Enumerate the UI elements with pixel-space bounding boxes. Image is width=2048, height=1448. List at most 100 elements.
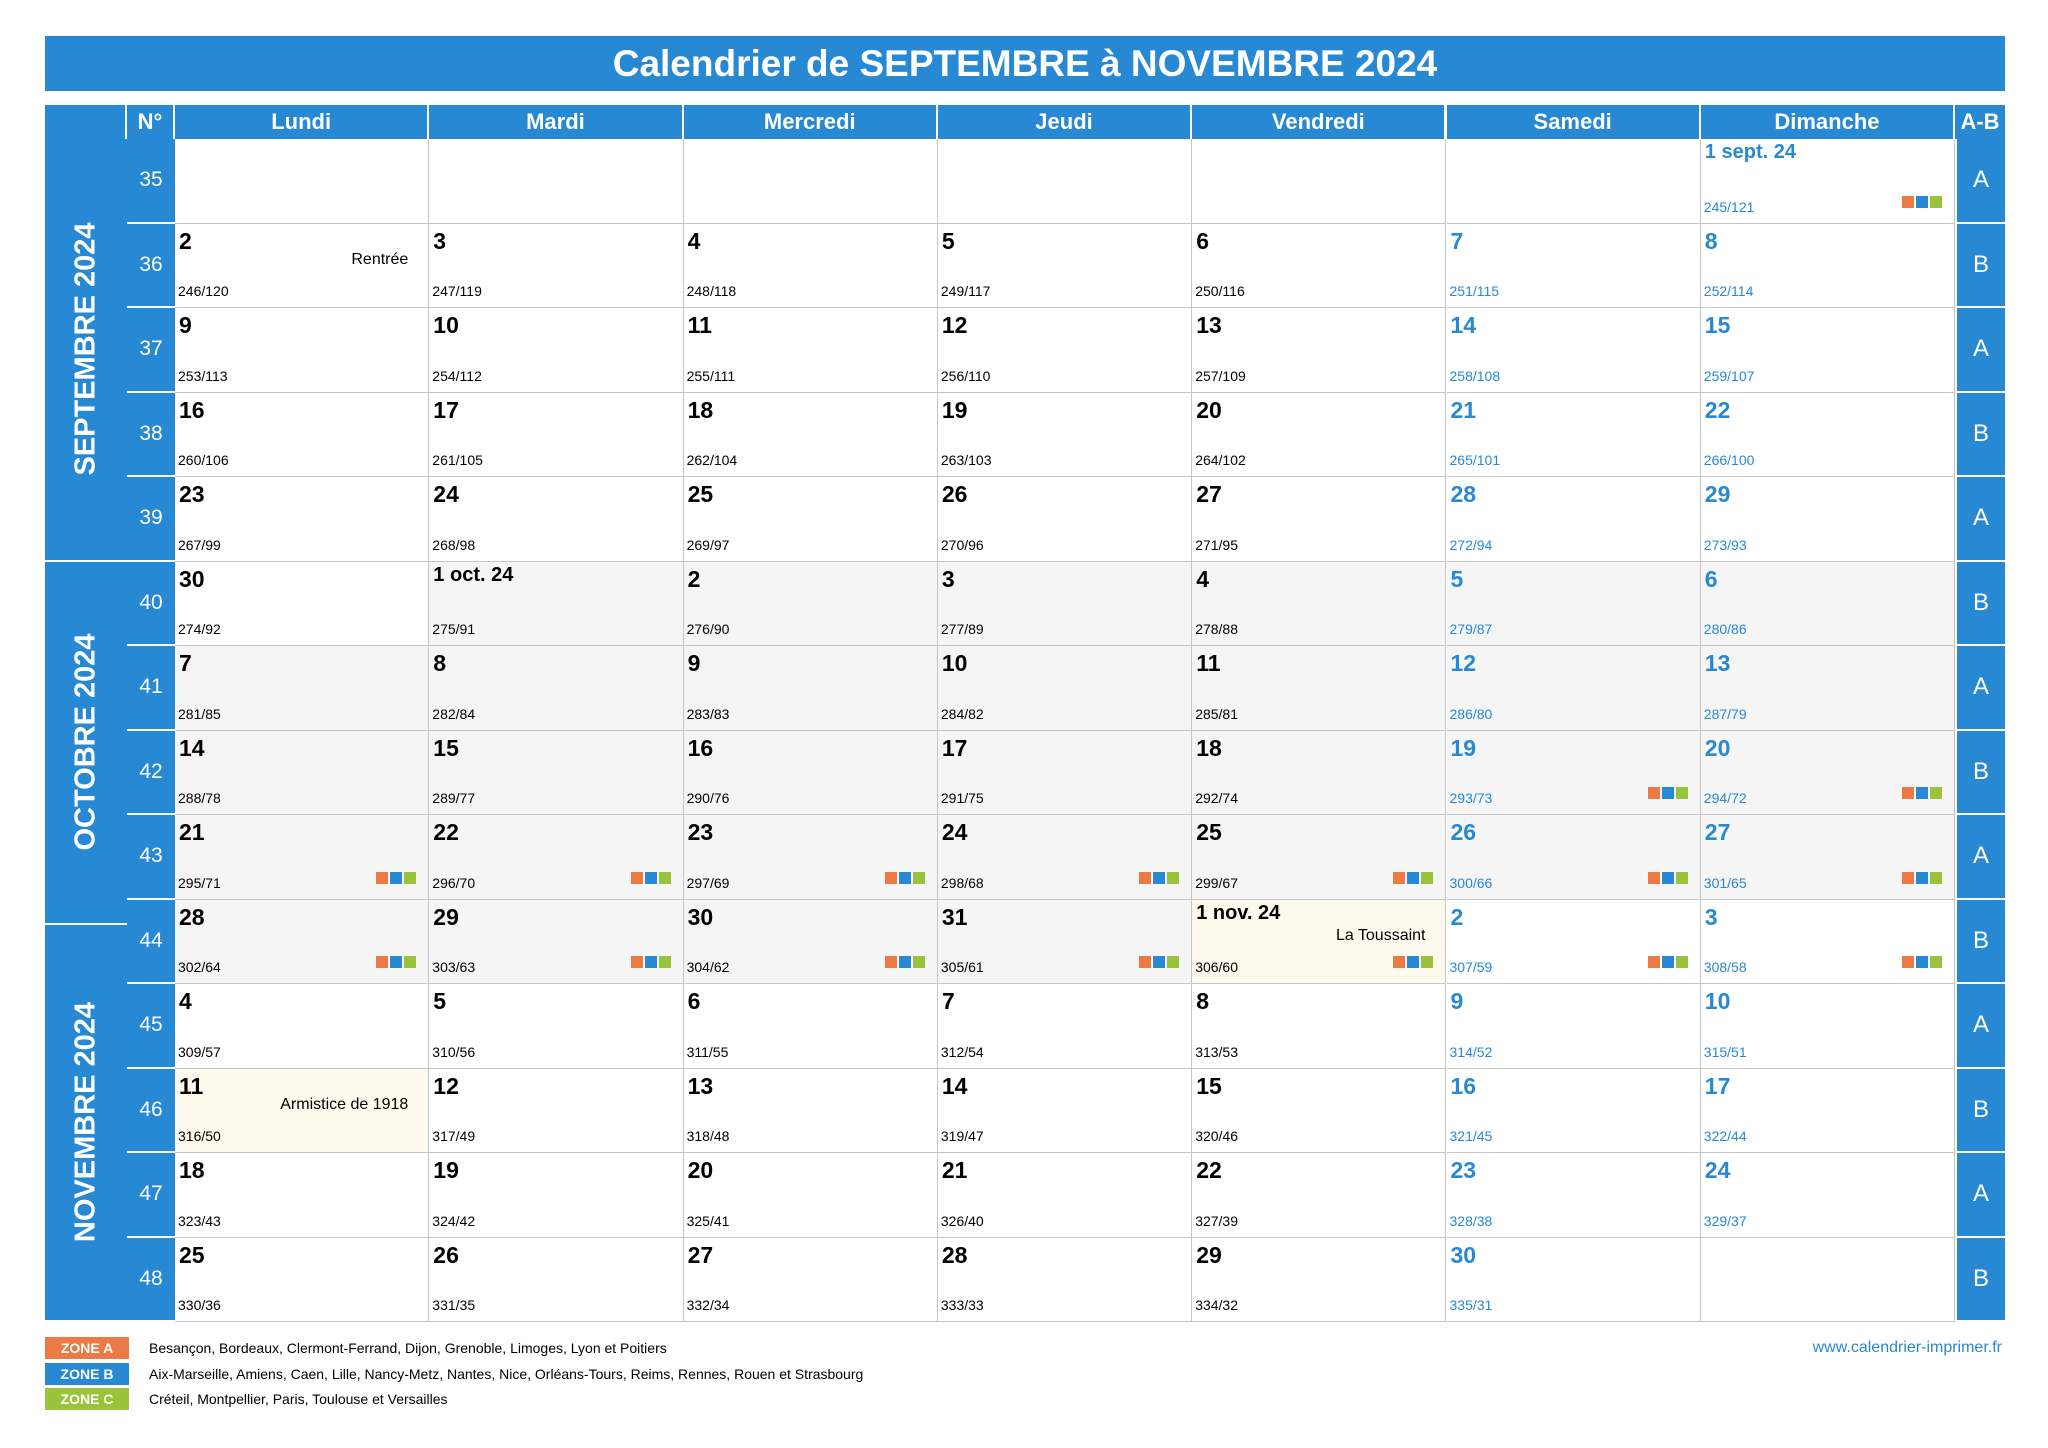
day-cell[interactable]	[175, 139, 430, 224]
day-cell[interactable]: 20 325/41	[683, 1153, 938, 1238]
day-cell[interactable]: 8 282/84	[429, 646, 684, 731]
day-cell[interactable]: 27 332/34	[683, 1237, 938, 1322]
day-cell[interactable]: 7 312/54	[937, 984, 1193, 1069]
day-cell[interactable]: 26 270/96	[937, 477, 1193, 562]
day-cell[interactable]: 17 322/44	[1700, 1068, 1956, 1153]
day-cell[interactable]: 5 310/56	[429, 984, 684, 1069]
day-cell[interactable]: 25 299/67	[1192, 815, 1447, 900]
day-cell[interactable]	[1446, 139, 1701, 224]
day-cell[interactable]: 21 326/40	[937, 1153, 1193, 1238]
day-cell[interactable]: 12 317/49	[429, 1068, 684, 1153]
day-cell[interactable]: 6 311/55	[683, 984, 938, 1069]
day-cell[interactable]: 5 249/117	[937, 223, 1193, 308]
day-cell[interactable]: 5 279/87	[1446, 561, 1701, 646]
day-cell[interactable]: 17 291/75	[937, 730, 1193, 815]
day-cell[interactable]: 4 278/88	[1192, 561, 1447, 646]
day-cell[interactable]: 1 nov. 24 306/60 La Toussaint	[1192, 899, 1447, 984]
day-cell[interactable]: 28 333/33	[937, 1237, 1193, 1322]
day-cell[interactable]: 31 305/61	[937, 899, 1193, 984]
day-cell[interactable]: 15 320/46	[1192, 1068, 1447, 1153]
day-cell[interactable]: 14 258/108	[1446, 308, 1701, 393]
day-cell[interactable]: 3 308/58	[1700, 899, 1956, 984]
day-cell[interactable]: 21 295/71	[175, 815, 430, 900]
day-cell[interactable]: 1 sept. 24 245/121	[1700, 139, 1956, 224]
day-cell[interactable]: 3 247/119	[429, 223, 684, 308]
day-cell[interactable]: 4 309/57	[175, 984, 430, 1069]
day-cell[interactable]: 16 290/76	[683, 730, 938, 815]
day-cell[interactable]: 9 253/113	[175, 308, 430, 393]
day-cell[interactable]	[1192, 139, 1447, 224]
day-cell[interactable]: 10 284/82	[937, 646, 1193, 731]
day-cell[interactable]: 20 264/102	[1192, 392, 1447, 477]
day-cell[interactable]	[1700, 1237, 1956, 1322]
day-cell[interactable]: 26 331/35	[429, 1237, 684, 1322]
day-cell[interactable]: 11 285/81	[1192, 646, 1447, 731]
day-cell[interactable]: 29 303/63	[429, 899, 684, 984]
day-cell[interactable]: 27 271/95	[1192, 477, 1447, 562]
day-cell[interactable]: 7 251/115	[1446, 223, 1701, 308]
day-cell[interactable]	[429, 139, 684, 224]
day-cell[interactable]: 30 335/31	[1446, 1237, 1701, 1322]
day-cell[interactable]: 25 269/97	[683, 477, 938, 562]
day-cell[interactable]: 20 294/72	[1700, 730, 1956, 815]
day-cell[interactable]: 25 330/36	[175, 1237, 430, 1322]
day-cell[interactable]: 21 265/101	[1446, 392, 1701, 477]
day-cell[interactable]: 2 276/90	[683, 561, 938, 646]
day-cell[interactable]: 10 254/112	[429, 308, 684, 393]
day-cell[interactable]: 27 301/65	[1700, 815, 1956, 900]
day-cell[interactable]: 8 252/114	[1700, 223, 1956, 308]
day-number: 20	[1704, 734, 1731, 761]
day-cell[interactable]: 8 313/53	[1192, 984, 1447, 1069]
day-cell[interactable]: 29 334/32	[1192, 1237, 1447, 1322]
day-cell[interactable]	[937, 139, 1193, 224]
day-cell[interactable]: 23 328/38	[1446, 1153, 1701, 1238]
day-cell[interactable]: 2 307/59	[1446, 899, 1701, 984]
day-cell[interactable]: 19 293/73	[1446, 730, 1701, 815]
day-cell[interactable]	[683, 139, 938, 224]
day-cell[interactable]: 19 324/42	[429, 1153, 684, 1238]
day-cell[interactable]: 30 304/62	[683, 899, 938, 984]
day-cell[interactable]: 6 250/116	[1192, 223, 1447, 308]
day-cell[interactable]: 9 314/52	[1446, 984, 1701, 1069]
day-cell[interactable]: 11 255/111	[683, 308, 938, 393]
day-cell[interactable]: 18 262/104	[683, 392, 938, 477]
day-cell[interactable]: 26 300/66	[1446, 815, 1701, 900]
website-link[interactable]: www.calendrier-imprimer.fr	[1812, 1339, 2002, 1356]
day-cell[interactable]: 12 286/80	[1446, 646, 1701, 731]
day-cell[interactable]: 6 280/86	[1700, 561, 1956, 646]
day-cell[interactable]: 9 283/83	[683, 646, 938, 731]
day-cell[interactable]: 18 323/43	[175, 1153, 430, 1238]
day-cell[interactable]: 12 256/110	[937, 308, 1193, 393]
day-cell[interactable]: 15 289/77	[429, 730, 684, 815]
day-cell[interactable]: 1 oct. 24 275/91	[429, 561, 684, 646]
day-cell[interactable]: 18 292/74	[1192, 730, 1447, 815]
day-cell[interactable]: 2 246/120 Rentrée	[175, 223, 430, 308]
day-cell[interactable]: 29 273/93	[1700, 477, 1956, 562]
day-cell[interactable]: 11 316/50 Armistice de 1918	[175, 1068, 430, 1153]
day-cell[interactable]: 28 302/64	[175, 899, 430, 984]
day-cell[interactable]: 19 263/103	[937, 392, 1193, 477]
day-cell[interactable]: 24 329/37	[1700, 1153, 1956, 1238]
day-cell[interactable]: 13 287/79	[1700, 646, 1956, 731]
day-cell[interactable]: 23 267/99	[175, 477, 430, 562]
day-cell[interactable]: 16 321/45	[1446, 1068, 1701, 1153]
day-cell[interactable]: 22 327/39	[1192, 1153, 1447, 1238]
day-cell[interactable]: 24 298/68	[937, 815, 1193, 900]
day-cell[interactable]: 13 318/48	[683, 1068, 938, 1153]
day-cell[interactable]: 17 261/105	[429, 392, 684, 477]
day-cell[interactable]: 4 248/118	[683, 223, 938, 308]
day-cell[interactable]: 24 268/98	[429, 477, 684, 562]
day-cell[interactable]: 14 319/47	[937, 1068, 1193, 1153]
day-cell[interactable]: 7 281/85	[175, 646, 430, 731]
day-cell[interactable]: 15 259/107	[1700, 308, 1956, 393]
day-cell[interactable]: 22 296/70	[429, 815, 684, 900]
day-cell[interactable]: 13 257/109	[1192, 308, 1447, 393]
day-cell[interactable]: 16 260/106	[175, 392, 430, 477]
day-cell[interactable]: 23 297/69	[683, 815, 938, 900]
day-cell[interactable]: 10 315/51	[1700, 984, 1956, 1069]
day-cell[interactable]: 28 272/94	[1446, 477, 1701, 562]
day-cell[interactable]: 14 288/78	[175, 730, 430, 815]
day-cell[interactable]: 22 266/100	[1700, 392, 1956, 477]
day-cell[interactable]: 3 277/89	[937, 561, 1193, 646]
day-cell[interactable]: 30 274/92	[175, 561, 430, 646]
